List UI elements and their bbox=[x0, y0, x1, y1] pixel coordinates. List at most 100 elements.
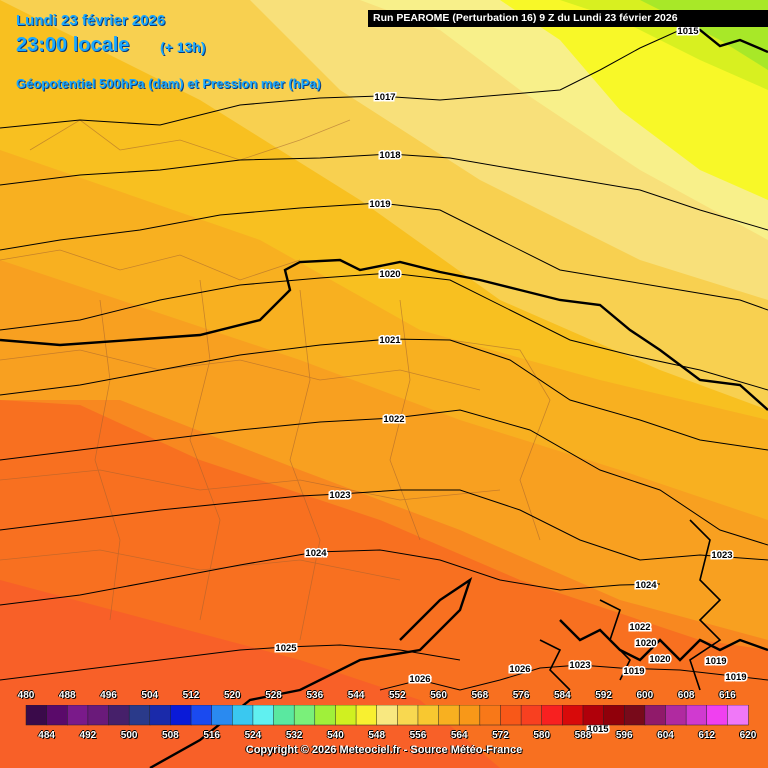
legend-tick-bottom: 500 bbox=[120, 730, 138, 741]
legend-swatch bbox=[87, 705, 110, 726]
legend-color-bar bbox=[25, 705, 749, 726]
legend-tick-top: 616 bbox=[719, 690, 736, 701]
legend-swatch bbox=[46, 705, 69, 726]
legend-tick-bottom: 492 bbox=[79, 730, 97, 741]
isobar-label: 1017 bbox=[374, 92, 395, 103]
legend-swatch bbox=[397, 705, 419, 726]
legend-tick-bottom: 548 bbox=[368, 730, 386, 741]
forecast-date: Lundi 23 février 2026 bbox=[16, 12, 166, 29]
isobar-label: 1023 bbox=[711, 550, 732, 561]
lead-time: (+ 13h) bbox=[160, 39, 206, 55]
legend-tick-bottom: 516 bbox=[203, 730, 220, 741]
isobar-label: 1020 bbox=[635, 638, 656, 649]
legend-swatch bbox=[170, 705, 192, 726]
isobar-label: 1023 bbox=[329, 490, 350, 501]
legend-tick-bottom: 620 bbox=[739, 730, 757, 741]
legend-tick-bottom: 540 bbox=[327, 730, 344, 741]
legend-tick-bottom: 612 bbox=[698, 730, 716, 741]
isobar-label: 1020 bbox=[379, 269, 400, 280]
isobar-label: 1019 bbox=[369, 199, 390, 210]
isobar-label: 1022 bbox=[383, 414, 404, 425]
isobar-label: 1019 bbox=[623, 666, 644, 677]
parameter-title: Géopotentiel 500hPa (dam) et Pression me… bbox=[16, 76, 321, 91]
legend-tick-top: 608 bbox=[677, 690, 695, 701]
isobar-label: 1015 bbox=[677, 26, 699, 37]
legend-swatch bbox=[438, 705, 460, 726]
isobar-label: 1022 bbox=[629, 622, 650, 633]
legend-tick-bottom: 564 bbox=[450, 730, 468, 741]
legend-tick-bottom: 580 bbox=[533, 730, 551, 741]
legend-tick-bottom: 532 bbox=[285, 730, 303, 741]
legend-swatch bbox=[479, 705, 502, 726]
legend-tick-bottom: 604 bbox=[657, 730, 674, 741]
legend-tick-top: 560 bbox=[430, 690, 447, 701]
legend-swatch bbox=[149, 705, 172, 726]
legend-swatch bbox=[665, 705, 687, 726]
isobar-label: 1023 bbox=[569, 660, 590, 671]
legend-tick-top: 496 bbox=[100, 690, 117, 701]
legend-tick-top: 536 bbox=[306, 690, 324, 701]
isobar-label: 1019 bbox=[725, 672, 746, 683]
forecast-time: 23:00 locale bbox=[16, 34, 130, 56]
legend-tick-top: 600 bbox=[636, 690, 654, 701]
isobar-label: 1019 bbox=[705, 656, 726, 667]
legend-tick-bottom: 588 bbox=[574, 730, 592, 741]
legend-swatch bbox=[108, 705, 130, 726]
isobar-label: 1026 bbox=[409, 674, 430, 685]
legend-swatch bbox=[727, 705, 749, 726]
legend-tick-top: 568 bbox=[471, 690, 489, 701]
legend-swatch bbox=[541, 705, 564, 726]
isobar-label: 1020 bbox=[649, 654, 670, 665]
legend-swatch bbox=[623, 705, 646, 726]
legend-tick-top: 576 bbox=[512, 690, 530, 701]
legend-tick-top: 592 bbox=[595, 690, 612, 701]
legend-tick-top: 528 bbox=[265, 690, 282, 701]
legend-swatch bbox=[685, 705, 708, 726]
legend-tick-top: 488 bbox=[58, 690, 76, 701]
legend-tick-top: 584 bbox=[553, 690, 571, 701]
copyright-notice: Copyright © 2026 Meteociel.fr - Source M… bbox=[245, 744, 523, 756]
run-banner: Run PEAROME (Perturbation 16) 9 Z du Lun… bbox=[368, 10, 768, 27]
isobar-label: 1018 bbox=[379, 150, 400, 161]
legend-tick-bottom: 508 bbox=[162, 730, 179, 741]
legend-swatch bbox=[376, 705, 399, 726]
legend-swatch bbox=[128, 705, 151, 726]
legend-swatch bbox=[314, 705, 337, 726]
legend-tick-top: 480 bbox=[17, 690, 35, 701]
color-legend: 480 488 496 504 512 520 528 536 544 552 560 568 576 5… bbox=[0, 686, 768, 768]
legend-tick-bottom: 524 bbox=[244, 730, 262, 741]
legend-swatch bbox=[25, 705, 48, 726]
legend-tick-bottom: 556 bbox=[409, 730, 427, 741]
legend-swatch bbox=[458, 705, 481, 726]
legend-swatch bbox=[562, 705, 584, 726]
legend-tick-top: 504 bbox=[141, 690, 159, 701]
legend-tick-top: 544 bbox=[347, 690, 365, 701]
legend-tick-bottom: 572 bbox=[492, 730, 509, 741]
legend-swatch bbox=[500, 705, 522, 726]
legend-swatch bbox=[293, 705, 316, 726]
legend-swatch bbox=[190, 705, 213, 726]
legend-swatch bbox=[520, 705, 543, 726]
legend-swatch bbox=[355, 705, 378, 726]
legend-tick-top: 512 bbox=[182, 690, 200, 701]
legend-swatch bbox=[582, 705, 605, 726]
legend-swatch bbox=[706, 705, 729, 726]
legend-tick-bottom: 484 bbox=[38, 730, 55, 741]
legend-swatch bbox=[603, 705, 625, 726]
isobar-label: 1025 bbox=[275, 643, 297, 654]
isobar-label: 1021 bbox=[379, 335, 401, 346]
legend-swatch bbox=[335, 705, 357, 726]
legend-swatch bbox=[67, 705, 89, 726]
legend-swatch bbox=[211, 705, 234, 726]
legend-swatch bbox=[417, 705, 440, 726]
legend-swatch bbox=[644, 705, 667, 726]
isobar-label: 1026 bbox=[509, 664, 530, 675]
legend-tick-bottom: 596 bbox=[615, 730, 633, 741]
legend-tick-top: 552 bbox=[388, 690, 406, 701]
isobar-label: 1024 bbox=[305, 548, 327, 559]
legend-swatch bbox=[232, 705, 254, 726]
isobar-label: 1015 bbox=[587, 724, 609, 735]
legend-swatch bbox=[273, 705, 295, 726]
